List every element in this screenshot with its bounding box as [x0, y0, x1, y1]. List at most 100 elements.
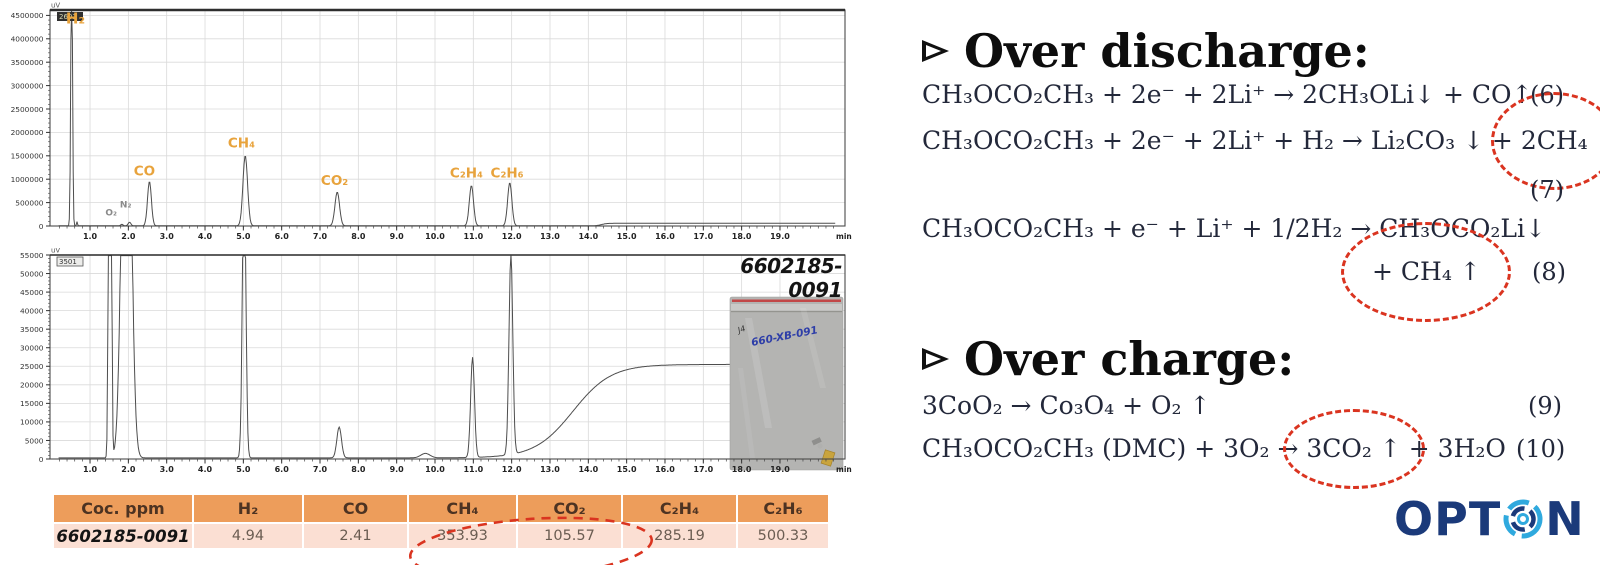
opton-logo: OPT N — [1394, 492, 1585, 546]
svg-text:min: min — [836, 465, 852, 474]
svg-text:40000: 40000 — [20, 306, 44, 315]
svg-text:25000: 25000 — [20, 362, 44, 371]
equation-8-circled: + CH₄ ↑ — [1341, 221, 1512, 322]
svg-text:3000000: 3000000 — [11, 81, 44, 90]
cell-h2: 4.94 — [194, 524, 302, 548]
equation-10-number: (10) — [1516, 435, 1566, 463]
equation-8-line1: CH₃OCO₂CH₃ + e⁻ + Li⁺ + 1/2H₂ → CH₃OCO₂L… — [922, 214, 1546, 243]
col-header-co: CO — [304, 495, 407, 522]
svg-text:10.0: 10.0 — [425, 465, 445, 474]
svg-text:1500000: 1500000 — [11, 152, 44, 161]
cell-sample-id: 6602185-0091 — [54, 524, 192, 548]
svg-text:2000000: 2000000 — [11, 128, 44, 137]
svg-text:20000: 20000 — [20, 381, 44, 390]
sample-bag-photo: J4 660-XB-091 — [729, 296, 844, 471]
arrow-bullet-icon — [922, 348, 949, 370]
equation-8-line2: + CH₄ ↑ — [1341, 221, 1512, 322]
svg-text:12.0: 12.0 — [502, 232, 522, 241]
equation-9: 3CoO₂ → Co₃O₄ + O₂ ↑ — [922, 391, 1211, 420]
gas-concentration-table: Coc. ppm H₂ CO CH₄ CO₂ C₂H₄ C₂H₆ 6602185… — [52, 493, 830, 550]
svg-text:17.0: 17.0 — [693, 465, 713, 474]
svg-text:C₂H₆: C₂H₆ — [491, 165, 524, 181]
svg-text:3.0: 3.0 — [160, 465, 175, 474]
svg-text:11.0: 11.0 — [463, 232, 483, 241]
svg-text:3.0: 3.0 — [160, 232, 175, 241]
svg-text:N₂: N₂ — [120, 201, 132, 211]
equation-7: CH₃OCO₂CH₃ + 2e⁻ + 2Li⁺ + H₂ → Li₂CO₃ ↓ … — [922, 91, 1600, 190]
cell-c2h6: 500.33 — [738, 524, 828, 548]
table-row: 6602185-0091 4.94 2.41 353.93 105.57 285… — [54, 524, 828, 548]
svg-text:8.0: 8.0 — [351, 232, 366, 241]
equation-6: CH₃OCO₂CH₃ + 2e⁻ + 2Li⁺ → 2CH₃OLi↓ + CO↑ — [922, 80, 1533, 109]
svg-text:11.0: 11.0 — [463, 465, 483, 474]
svg-text:2500000: 2500000 — [11, 105, 44, 114]
logo-text-pre: OPT — [1394, 492, 1502, 546]
svg-text:uV: uV — [51, 248, 60, 255]
equation-6-number: (6) — [1530, 81, 1564, 109]
svg-text:4.0: 4.0 — [198, 465, 213, 474]
svg-text:2601: 2601 — [59, 13, 77, 21]
svg-text:4500000: 4500000 — [11, 11, 44, 20]
sample-id-label: 6602185-0091 — [740, 254, 842, 302]
svg-text:10000: 10000 — [20, 418, 44, 427]
svg-text:7.0: 7.0 — [313, 465, 328, 474]
svg-text:6.0: 6.0 — [275, 465, 290, 474]
col-header-h2: H₂ — [194, 495, 302, 522]
equation-10-post: + 3H₂O — [1400, 434, 1506, 463]
svg-text:0: 0 — [39, 222, 44, 231]
svg-text:19.0: 19.0 — [770, 232, 790, 241]
svg-text:2.0: 2.0 — [121, 465, 136, 474]
heading-over-charge: Over charge: — [920, 332, 1294, 386]
svg-text:50000: 50000 — [20, 269, 44, 278]
cell-ch4: 353.93 — [409, 524, 516, 548]
svg-text:45000: 45000 — [20, 288, 44, 297]
svg-text:17.0: 17.0 — [693, 232, 713, 241]
svg-text:9.0: 9.0 — [390, 465, 405, 474]
col-header-ch4: CH₄ — [409, 495, 516, 522]
svg-text:55000: 55000 — [20, 251, 44, 260]
heading-over-discharge: Over discharge: — [920, 24, 1370, 78]
svg-text:18.0: 18.0 — [732, 465, 752, 474]
arrow-bullet-icon — [922, 40, 949, 62]
col-header-c2h6: C₂H₆ — [738, 495, 828, 522]
svg-text:C₂H₄: C₂H₄ — [450, 165, 483, 181]
cell-co2: 105.57 — [518, 524, 621, 548]
svg-text:18.0: 18.0 — [732, 232, 752, 241]
heading-text: Over discharge: — [964, 24, 1370, 78]
equation-7-number: (7) — [1530, 176, 1564, 204]
col-header-coc-ppm: Coc. ppm — [54, 495, 192, 522]
svg-text:CO: CO — [134, 163, 155, 179]
equation-10-circled-text: 3CO₂ ↑ — [1306, 434, 1401, 463]
svg-text:7.0: 7.0 — [313, 232, 328, 241]
equation-7-circled: 2CH₄ — [1491, 91, 1600, 190]
svg-text:14.0: 14.0 — [578, 232, 598, 241]
svg-text:10.0: 10.0 — [425, 232, 445, 241]
equation-8-number: (8) — [1532, 258, 1566, 286]
equation-8-circled-text: + CH₄ ↑ — [1372, 257, 1481, 286]
logo-text-post: N — [1545, 492, 1585, 546]
equation-10-circled: 3CO₂ ↑ — [1282, 408, 1425, 489]
svg-text:J4: J4 — [735, 324, 747, 336]
svg-text:9.0: 9.0 — [390, 232, 405, 241]
equation-10-pre: CH₃OCO₂CH₃ (DMC) + 3O₂ → — [922, 434, 1307, 463]
svg-text:3500000: 3500000 — [11, 58, 44, 67]
svg-text:min: min — [836, 232, 852, 241]
svg-text:15000: 15000 — [20, 399, 44, 408]
svg-text:uV: uV — [51, 2, 60, 10]
cell-co: 2.41 — [304, 524, 407, 548]
heading-text: Over charge: — [964, 332, 1295, 386]
svg-text:3501: 3501 — [59, 258, 77, 266]
svg-text:1.0: 1.0 — [83, 232, 98, 241]
svg-text:16.0: 16.0 — [655, 232, 675, 241]
svg-text:13.0: 13.0 — [540, 232, 560, 241]
col-header-c2h4: C₂H₄ — [623, 495, 736, 522]
svg-text:H₂: H₂ — [66, 9, 85, 27]
svg-text:CO₂: CO₂ — [321, 173, 348, 189]
svg-text:35000: 35000 — [20, 325, 44, 334]
equation-7-pre: CH₃OCO₂CH₃ + 2e⁻ + 2Li⁺ + H₂ → Li₂CO₃ ↓ … — [922, 126, 1521, 155]
chromatogram-bottom: J4 660-XB-091 1.0 2.0 3.0 4.0 5.0 6.0 7.0 8.0 9.0 1… — [20, 248, 852, 474]
svg-text:5.0: 5.0 — [236, 232, 251, 241]
svg-text:13.0: 13.0 — [540, 465, 560, 474]
svg-text:15.0: 15.0 — [617, 465, 637, 474]
svg-text:16.0: 16.0 — [655, 465, 675, 474]
